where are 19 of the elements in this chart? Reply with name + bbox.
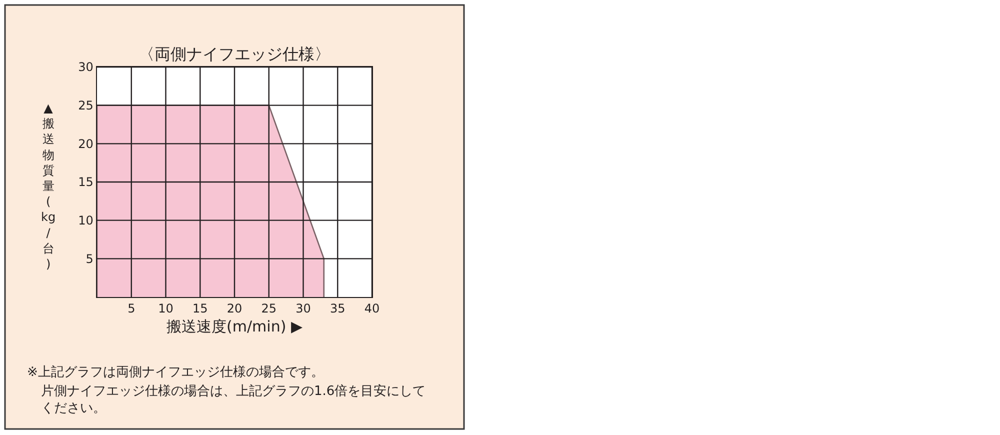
x-tick-label: 20 xyxy=(226,302,242,316)
text: 片側ナイフエッジ仕様の場合は、上記グラフの1.6倍を目安にしてください。 xyxy=(41,383,426,416)
y-tick-label: 15 xyxy=(78,175,94,190)
y-tick-label: 25 xyxy=(78,98,94,113)
chart-title: 〈両側ナイフエッジ仕様〉 xyxy=(138,44,330,64)
x-tick-label: 5 xyxy=(128,302,136,316)
y-tick-label: 30 xyxy=(78,60,94,74)
y-tick-label: 10 xyxy=(78,214,94,228)
x-tick-label: 10 xyxy=(158,302,174,316)
x-tick-label: 40 xyxy=(364,302,380,316)
y-tick-label: 5 xyxy=(86,252,94,266)
text: ※上記グラフは両側ナイフエッジ仕様の場合です。 xyxy=(27,365,324,380)
y-tick-label: 20 xyxy=(78,136,94,151)
x-axis-title: 搬送速度(m/min) ▶ xyxy=(166,318,303,336)
text: ▲搬送物質量(kg/台) xyxy=(41,101,56,271)
x-tick-label: 30 xyxy=(296,302,311,316)
x-tick-label: 25 xyxy=(261,302,277,316)
x-tick-label: 35 xyxy=(330,302,346,316)
x-tick-label: 15 xyxy=(192,302,208,316)
